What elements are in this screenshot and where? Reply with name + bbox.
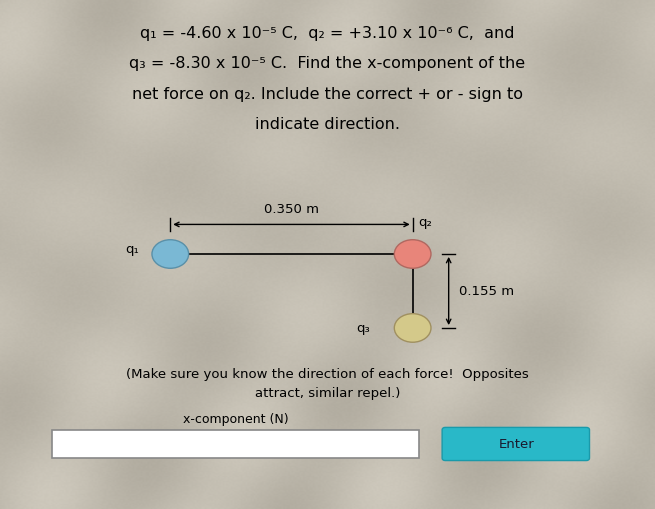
FancyBboxPatch shape (442, 428, 590, 461)
FancyBboxPatch shape (52, 430, 419, 458)
Text: q₃: q₃ (356, 322, 370, 335)
Circle shape (394, 240, 431, 269)
Text: q₃ = -8.30 x 10⁻⁵ C.  Find the x-component of the: q₃ = -8.30 x 10⁻⁵ C. Find the x-componen… (130, 56, 525, 71)
Text: 0.155 m: 0.155 m (458, 285, 514, 298)
Text: (Make sure you know the direction of each force!  Opposites: (Make sure you know the direction of eac… (126, 367, 529, 381)
Text: attract, similar repel.): attract, similar repel.) (255, 386, 400, 400)
Text: 0.350 m: 0.350 m (264, 203, 319, 216)
Text: q₁: q₁ (125, 243, 139, 256)
Text: Enter: Enter (498, 437, 534, 450)
Text: indicate direction.: indicate direction. (255, 117, 400, 132)
Text: x-component (N): x-component (N) (183, 412, 289, 425)
Text: q₂: q₂ (418, 216, 432, 229)
Circle shape (394, 314, 431, 343)
Text: net force on q₂. Include the correct + or - sign to: net force on q₂. Include the correct + o… (132, 87, 523, 102)
Circle shape (152, 240, 189, 269)
Text: q₁ = -4.60 x 10⁻⁵ C,  q₂ = +3.10 x 10⁻⁶ C,  and: q₁ = -4.60 x 10⁻⁵ C, q₂ = +3.10 x 10⁻⁶ C… (140, 25, 515, 41)
